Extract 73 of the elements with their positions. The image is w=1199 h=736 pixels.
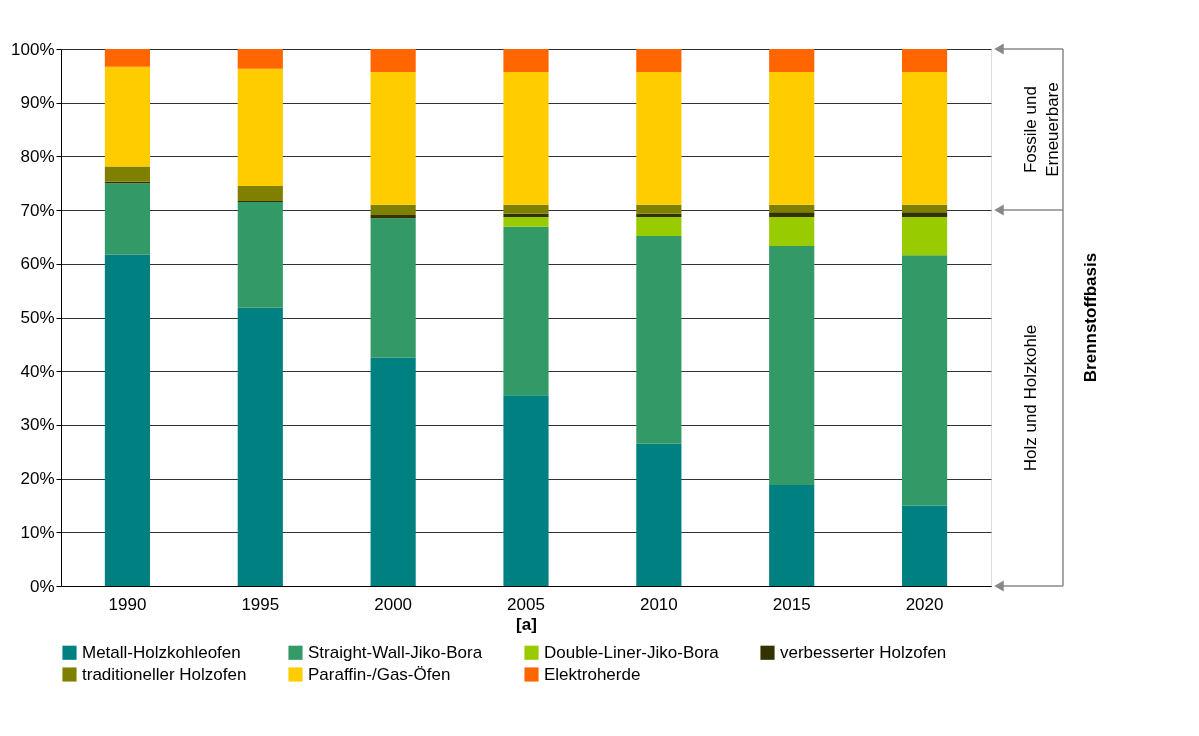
bar bbox=[370, 72, 416, 205]
bar bbox=[370, 214, 416, 219]
bar bbox=[104, 254, 151, 586]
bar bbox=[104, 166, 151, 182]
bar bbox=[901, 212, 948, 218]
y-tick-label: 0% bbox=[29, 576, 55, 596]
y-tick-label: 60% bbox=[20, 254, 55, 274]
legend-label: Elektroherde bbox=[544, 664, 641, 684]
bar bbox=[636, 235, 682, 444]
y-tick-label: 40% bbox=[20, 361, 55, 381]
bar bbox=[769, 246, 815, 486]
bar bbox=[370, 357, 416, 586]
bar bbox=[237, 307, 283, 586]
bar bbox=[503, 213, 549, 218]
x-tick-label: 2005 bbox=[507, 594, 545, 614]
bar bbox=[769, 204, 815, 213]
x-tick-label: 2020 bbox=[905, 594, 944, 614]
bar bbox=[237, 202, 283, 308]
bar bbox=[104, 66, 151, 167]
bar bbox=[901, 255, 948, 506]
bar bbox=[503, 226, 549, 396]
bar bbox=[503, 395, 549, 586]
bar bbox=[636, 72, 682, 205]
bar bbox=[901, 72, 948, 205]
bar bbox=[503, 217, 549, 227]
bar bbox=[901, 204, 948, 213]
bar bbox=[636, 217, 682, 236]
bar bbox=[636, 213, 682, 218]
legend-label: Paraffin-/Gas-Öfen bbox=[308, 664, 451, 684]
y-tick-label: 90% bbox=[20, 93, 55, 113]
bar bbox=[370, 204, 416, 215]
y-tick-label: 70% bbox=[20, 200, 55, 220]
bar bbox=[370, 218, 416, 358]
bar bbox=[237, 49, 283, 69]
legend-label: Metall-Holzkohleofen bbox=[82, 642, 241, 662]
text: Brennstoffbasis bbox=[1081, 252, 1100, 383]
text: Fossile und Erneuerbare bbox=[1021, 82, 1062, 177]
bar bbox=[636, 204, 682, 214]
bar bbox=[901, 505, 948, 586]
bar bbox=[769, 72, 815, 205]
bar bbox=[636, 49, 682, 73]
bar bbox=[104, 183, 151, 255]
bar bbox=[901, 217, 948, 256]
legend-label: verbesserter Holzofen bbox=[780, 642, 947, 662]
y-tick-label: 80% bbox=[20, 146, 55, 166]
text: Holz und Holzkohle bbox=[1021, 324, 1040, 472]
x-tick-label: 1990 bbox=[108, 594, 147, 614]
legend-label: Double-Liner-Jiko-Bora bbox=[544, 642, 720, 662]
x-axis-title: [a] bbox=[516, 614, 537, 634]
bar bbox=[104, 49, 151, 67]
bar bbox=[503, 72, 549, 205]
legend-label: traditioneller Holzofen bbox=[82, 664, 247, 684]
bar bbox=[503, 204, 549, 214]
bar bbox=[503, 49, 549, 73]
x-tick-label: 1995 bbox=[241, 594, 280, 614]
bar bbox=[901, 49, 948, 73]
bar bbox=[769, 485, 815, 586]
bar bbox=[769, 49, 815, 73]
x-tick-label: 2010 bbox=[639, 594, 678, 614]
x-tick-label: 2000 bbox=[374, 594, 413, 614]
y-tick-label: 100% bbox=[11, 39, 55, 59]
bar bbox=[769, 217, 815, 247]
y-tick-label: 30% bbox=[20, 415, 55, 435]
bar bbox=[769, 212, 815, 218]
legend-label: Straight-Wall-Jiko-Bora bbox=[308, 642, 483, 662]
bar bbox=[237, 185, 283, 201]
y-tick-label: 50% bbox=[20, 308, 55, 327]
bar bbox=[370, 49, 416, 73]
bar bbox=[237, 68, 283, 186]
y-tick-label: 20% bbox=[20, 469, 55, 489]
bar bbox=[636, 443, 682, 586]
y-tick-label: 10% bbox=[20, 522, 55, 542]
x-tick-label: 2015 bbox=[772, 594, 811, 614]
